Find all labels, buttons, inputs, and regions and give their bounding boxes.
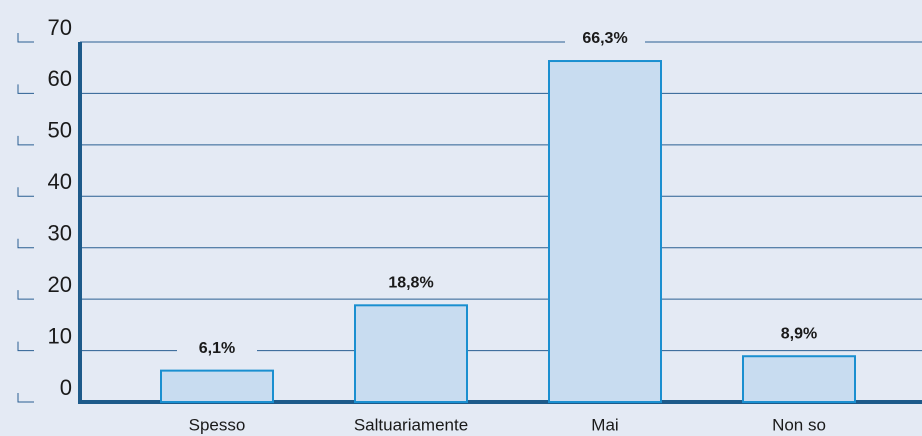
x-tick-label: Mai [591, 415, 618, 434]
y-tick-label: 50 [48, 118, 72, 143]
x-tick-label: Saltuariamente [354, 415, 468, 434]
tick-mark [17, 187, 34, 197]
value-label: 6,1% [199, 340, 235, 357]
y-tick-label: 10 [48, 323, 72, 348]
value-label: 8,9% [781, 325, 817, 342]
x-tick-label: Spesso [189, 415, 246, 434]
value-label-bg [565, 27, 645, 52]
value-label: 66,3% [582, 30, 627, 47]
bar [354, 304, 468, 404]
tick-mark [17, 341, 34, 352]
tick-mark [17, 290, 34, 300]
value-label: 18,8% [388, 275, 433, 292]
y-tick-label: 60 [48, 66, 72, 91]
y-tick-label: 0 [60, 375, 72, 400]
tick-mark [17, 238, 34, 249]
value-label-bg [371, 271, 451, 296]
y-tick-label: 70 [48, 15, 72, 40]
y-tick-label: 30 [48, 221, 72, 246]
x-tick-label: Non so [772, 415, 826, 434]
bar [160, 369, 274, 403]
value-label-bg [177, 336, 257, 361]
value-label-bg [759, 322, 839, 347]
tick-mark [17, 393, 34, 403]
y-tick-label: 40 [48, 169, 72, 194]
tick-mark [17, 135, 34, 146]
bar [742, 355, 856, 404]
tick-mark [17, 84, 34, 94]
bar [548, 60, 662, 404]
tick-mark [17, 33, 34, 43]
y-tick-label: 20 [48, 272, 72, 297]
